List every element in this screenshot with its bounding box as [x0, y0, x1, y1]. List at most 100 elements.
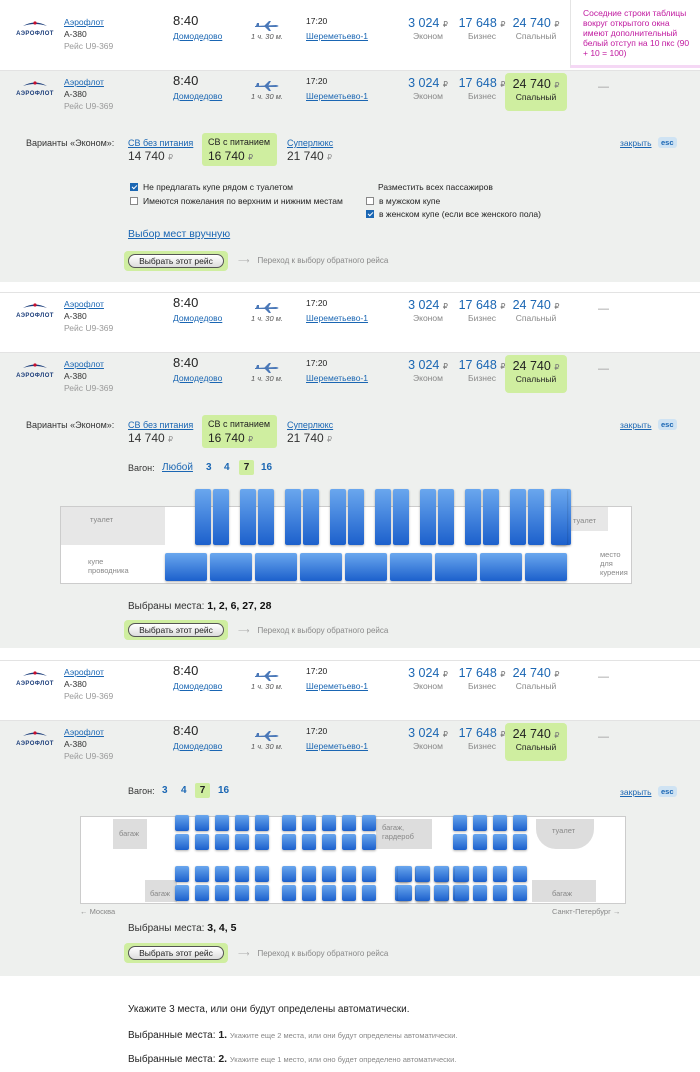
- seat[interactable]: [215, 815, 229, 831]
- airline-name[interactable]: Аэрофлот: [64, 17, 104, 27]
- seat[interactable]: [416, 885, 430, 901]
- option-superlux[interactable]: Суперлюкс: [287, 420, 334, 430]
- wagon-16[interactable]: 16: [261, 462, 273, 473]
- airline-name[interactable]: Аэрофлот: [64, 727, 104, 737]
- arrival-airport[interactable]: Шереметьево-1: [306, 313, 369, 323]
- flight-row[interactable]: [0, 292, 700, 352]
- seat[interactable]: [438, 489, 454, 545]
- arrival-airport[interactable]: Шереметьево-1: [306, 91, 369, 101]
- checkbox[interactable]: [130, 183, 138, 191]
- departure-airport[interactable]: Домодедово: [173, 91, 223, 101]
- price-sleep[interactable]: 24 740 ₽ Спальный: [512, 298, 560, 323]
- seat[interactable]: [393, 489, 409, 545]
- price-econom[interactable]: 3 024 ₽ Эконом: [408, 358, 448, 383]
- wagon-any[interactable]: Любой: [162, 462, 193, 473]
- option-sv-food-selected[interactable]: СВ с питанием 16 740 ₽: [202, 415, 277, 448]
- seat[interactable]: [302, 885, 316, 901]
- price-business[interactable]: 17 648 ₽ Бизнес: [458, 666, 506, 691]
- seat[interactable]: [255, 885, 269, 901]
- seat[interactable]: [342, 866, 356, 882]
- departure-airport[interactable]: Домодедово: [173, 681, 223, 691]
- seat[interactable]: [175, 815, 189, 831]
- arrival-airport[interactable]: Шереметьево-1: [306, 681, 369, 691]
- seat[interactable]: [473, 834, 487, 850]
- checkbox[interactable]: [366, 197, 374, 205]
- wagon-7-selected[interactable]: 7: [195, 783, 210, 798]
- price-sleep[interactable]: 24 740 ₽ Спальный: [512, 666, 560, 691]
- seat[interactable]: [420, 489, 436, 545]
- seat[interactable]: [195, 834, 209, 850]
- airline-name[interactable]: Аэрофлот: [64, 299, 104, 309]
- close-link[interactable]: закрыть: [620, 138, 652, 148]
- seat[interactable]: [215, 885, 229, 901]
- esc-badge[interactable]: esc: [658, 137, 677, 148]
- seat[interactable]: [302, 834, 316, 850]
- option-sv-food-selected[interactable]: СВ с питанием 16 740 ₽: [202, 133, 277, 166]
- wagon-3[interactable]: 3: [162, 785, 168, 796]
- airline-name[interactable]: Аэрофлот: [64, 77, 104, 87]
- departure-airport[interactable]: Домодедово: [173, 741, 223, 751]
- seat[interactable]: [455, 866, 469, 882]
- price-econom[interactable]: 3 024 ₽ Эконом: [408, 16, 448, 41]
- seat[interactable]: [375, 489, 391, 545]
- seat[interactable]: [483, 489, 499, 545]
- wagon-16[interactable]: 16: [218, 785, 230, 796]
- price-sleep[interactable]: 24 740 ₽ Спальный: [505, 73, 567, 111]
- seat[interactable]: [493, 834, 507, 850]
- arrival-airport[interactable]: Шереметьево-1: [306, 741, 369, 751]
- seat[interactable]: [235, 866, 249, 882]
- seat[interactable]: [258, 489, 274, 545]
- close-link[interactable]: закрыть: [620, 420, 652, 430]
- seat[interactable]: [282, 815, 296, 831]
- seat[interactable]: [255, 815, 269, 831]
- option-superlux[interactable]: Суперлюкс: [287, 138, 334, 148]
- checkbox-upper-lower[interactable]: Имеются пожелания по верхним и нижним ме…: [130, 196, 343, 206]
- price-business[interactable]: 17 648 ₽ Бизнес: [458, 298, 506, 323]
- seat[interactable]: [493, 815, 507, 831]
- flight-row-open[interactable]: [0, 720, 700, 780]
- price-business[interactable]: 17 648 ₽ Бизнес: [458, 16, 506, 41]
- seat[interactable]: [303, 489, 319, 545]
- seat[interactable]: [322, 815, 336, 831]
- seat[interactable]: [195, 815, 209, 831]
- airline-name[interactable]: Аэрофлот: [64, 359, 104, 369]
- departure-airport[interactable]: Домодедово: [173, 313, 223, 323]
- seat[interactable]: [493, 866, 507, 882]
- seat[interactable]: [513, 815, 527, 831]
- seat[interactable]: [215, 834, 229, 850]
- seat[interactable]: [510, 489, 526, 545]
- seat[interactable]: [362, 885, 376, 901]
- price-econom[interactable]: 3 024 ₽ Эконом: [408, 726, 448, 751]
- seat[interactable]: [455, 885, 469, 901]
- flight-row[interactable]: [0, 660, 700, 720]
- seat[interactable]: [513, 866, 527, 882]
- wagon-4[interactable]: 4: [224, 462, 230, 473]
- seat[interactable]: [322, 866, 336, 882]
- price-business[interactable]: 17 648 ₽ Бизнес: [458, 726, 506, 751]
- seat[interactable]: [302, 866, 316, 882]
- checkbox-male[interactable]: в мужском купе: [366, 196, 440, 206]
- seat[interactable]: [473, 885, 487, 901]
- price-business[interactable]: 17 648 ₽ Бизнес: [458, 358, 506, 383]
- seat[interactable]: [285, 489, 301, 545]
- seat[interactable]: [300, 553, 342, 581]
- seat[interactable]: [235, 815, 249, 831]
- seat[interactable]: [513, 834, 527, 850]
- seat[interactable]: [240, 489, 256, 545]
- esc-badge[interactable]: esc: [658, 419, 677, 430]
- seat[interactable]: [302, 815, 316, 831]
- price-sleep[interactable]: 24 740 ₽ Спальный: [512, 16, 560, 41]
- option-sv-no-food[interactable]: СВ без питания: [128, 138, 194, 148]
- seat[interactable]: [255, 866, 269, 882]
- seat[interactable]: [528, 489, 544, 545]
- seat[interactable]: [473, 866, 487, 882]
- seat[interactable]: [453, 815, 467, 831]
- price-sleep[interactable]: 24 740 ₽ Спальный: [505, 355, 567, 393]
- seat[interactable]: [165, 553, 207, 581]
- arrival-airport[interactable]: Шереметьево-1: [306, 373, 369, 383]
- checkbox-no-toilet[interactable]: Не предлагать купе рядом с туалетом: [130, 182, 293, 192]
- seat[interactable]: [322, 834, 336, 850]
- seat[interactable]: [175, 866, 189, 882]
- seat[interactable]: [473, 815, 487, 831]
- arrival-airport[interactable]: Шереметьево-1: [306, 31, 369, 41]
